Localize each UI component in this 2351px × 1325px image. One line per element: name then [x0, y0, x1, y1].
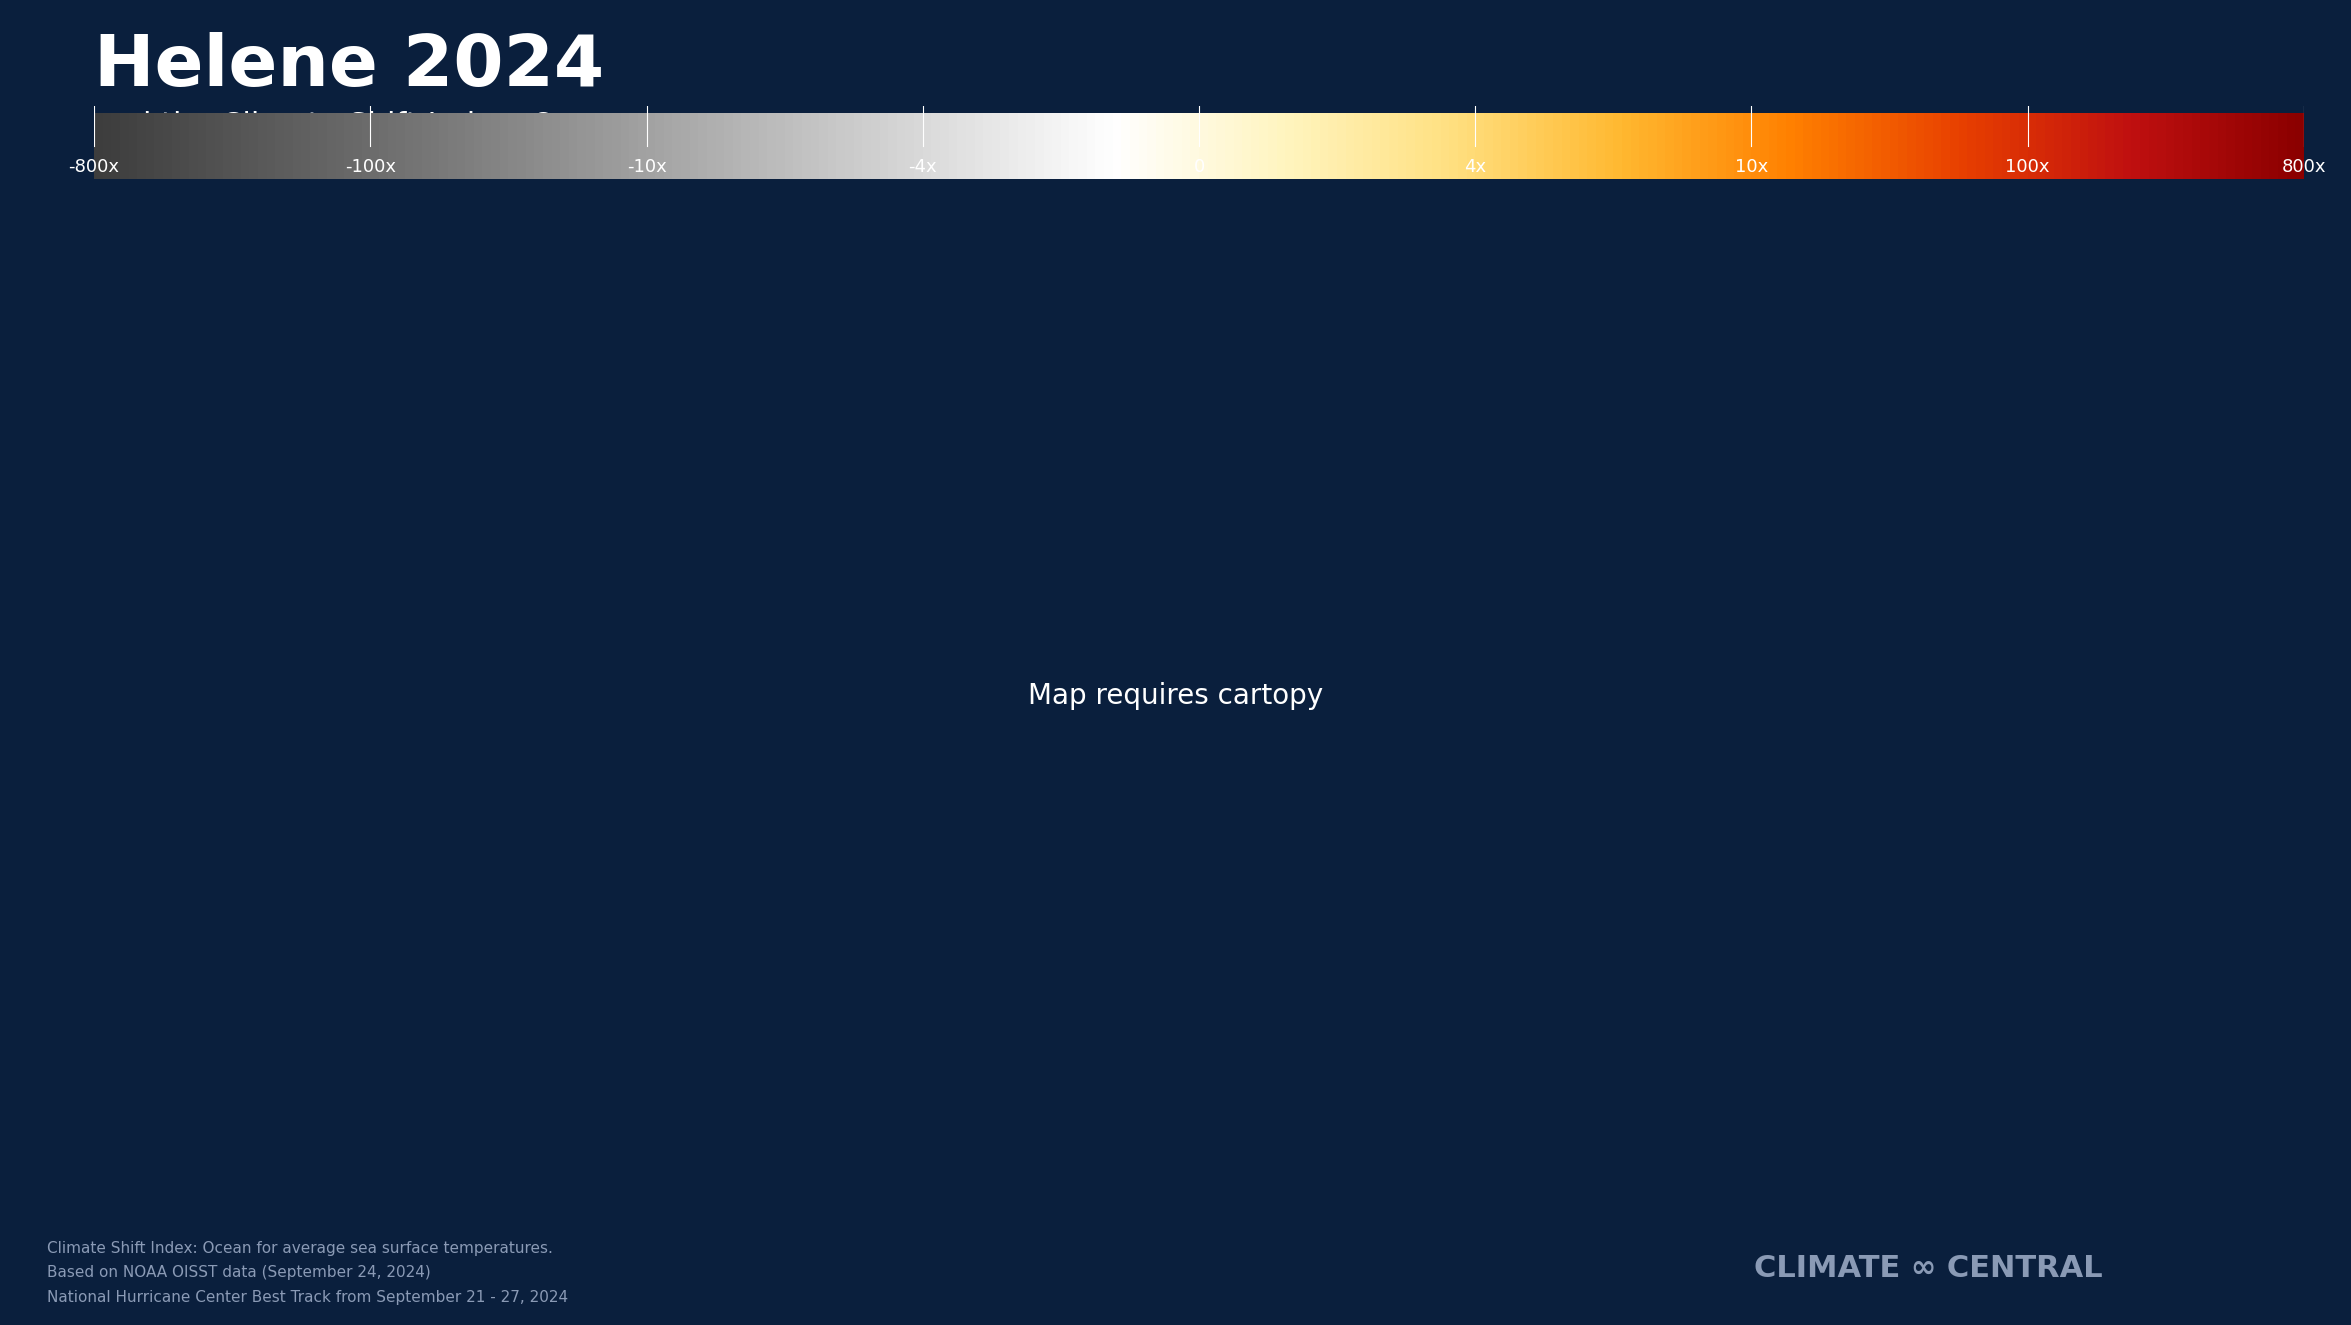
Text: -800x: -800x [68, 158, 120, 176]
Text: -100x: -100x [346, 158, 395, 176]
Text: and the Climate Shift Index: Ocean: and the Climate Shift Index: Ocean [94, 111, 630, 140]
Text: -4x: -4x [907, 158, 938, 176]
Text: 800x: 800x [2283, 158, 2325, 176]
Text: Map requires cartopy: Map requires cartopy [1027, 681, 1324, 710]
Text: Climate Shift Index: Ocean for average sea surface temperatures.
Based on NOAA O: Climate Shift Index: Ocean for average s… [47, 1240, 569, 1305]
Text: 4x: 4x [1465, 158, 1486, 176]
Text: CLIMATE ∞ CENTRAL: CLIMATE ∞ CENTRAL [1754, 1255, 2102, 1283]
Text: 0: 0 [1194, 158, 1204, 176]
Text: Helene 2024: Helene 2024 [94, 32, 604, 101]
Text: -10x: -10x [628, 158, 665, 176]
Text: 10x: 10x [1735, 158, 1768, 176]
Text: 100x: 100x [2005, 158, 2050, 176]
